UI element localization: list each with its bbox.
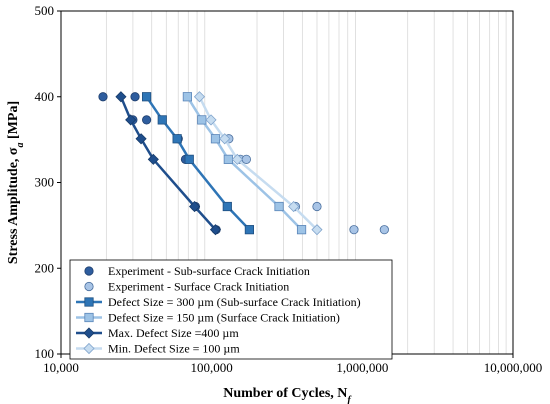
legend-label: Min. Defect Size = 100 µm [108, 342, 240, 356]
data-point [210, 134, 221, 144]
x-tick-label: 1,000,000 [336, 360, 388, 375]
legend: Experiment - Sub-surface Crack Initiatio… [69, 259, 393, 360]
data-point [188, 200, 201, 213]
y-axis-title-unit: [MPa] [6, 101, 21, 143]
data-point [172, 134, 182, 144]
data-point [219, 133, 231, 145]
x-axis-title: Number of Cycles, Nf [223, 386, 352, 404]
data-point [182, 92, 192, 102]
x-tick-label: 10,000,000 [484, 360, 543, 375]
legend-marker [84, 312, 94, 323]
data-point [274, 201, 284, 212]
data-point [222, 201, 232, 212]
y-axis-ticks: 100 200 300 400 500 [35, 3, 61, 361]
legend-item: Max. Defect Size =400 µm [76, 326, 239, 340]
legend-label: Max. Defect Size =400 µm [108, 326, 239, 340]
data-point [205, 114, 217, 126]
data-point [135, 133, 147, 145]
legend-item: Defect Size = 150 µm (Surface Crack Init… [76, 311, 340, 325]
legend-box [69, 259, 393, 360]
data-point [197, 115, 207, 125]
legend-marker [84, 266, 94, 276]
legend-item: Defect Size = 300 µm (Sub-surface Crack … [76, 295, 361, 309]
legend-label: Experiment - Surface Crack Initiation [108, 280, 289, 294]
y-tick-label: 400 [35, 89, 55, 104]
legend-marker [84, 281, 94, 292]
y-tick-label: 100 [35, 346, 55, 361]
y-tick-label: 200 [35, 260, 55, 275]
x-axis-title-sub: f [347, 395, 352, 404]
data-point [209, 224, 222, 236]
legend-marker [84, 297, 94, 307]
y-tick-label: 300 [35, 175, 55, 190]
series-3 [182, 92, 307, 235]
data-point [244, 225, 254, 235]
data-point [142, 115, 152, 125]
data-point [115, 91, 127, 103]
legend-label: Defect Size = 150 µm (Surface Crack Init… [108, 311, 340, 325]
legend-item: Experiment - Surface Crack Initiation [84, 280, 289, 294]
y-tick-label: 500 [35, 3, 55, 18]
series-5 [193, 91, 323, 236]
data-point [193, 91, 206, 103]
x-tick-label: 10,000 [43, 360, 79, 375]
data-point [296, 225, 307, 235]
x-axis-ticks: 10,000 100,000 1,000,000 10,000,000 [43, 354, 542, 375]
data-point [241, 154, 251, 164]
legend-label: Defect Size = 300 µm (Sub-surface Crack … [108, 295, 361, 309]
data-point [98, 92, 108, 102]
data-point [142, 92, 152, 102]
legend-item: Experiment - Sub-surface Crack Initiatio… [84, 264, 310, 278]
data-point [288, 200, 300, 213]
data-point [223, 154, 233, 164]
data-point [311, 224, 323, 236]
series-2 [142, 92, 254, 235]
legend-marker [83, 342, 95, 355]
series-line [198, 96, 318, 231]
y-axis-title: Stress Amplitude, σa [MPa] [6, 101, 26, 264]
data-point [184, 154, 194, 164]
x-axis-title-main: Number of Cycles, N [223, 386, 347, 401]
data-point [379, 225, 389, 235]
series-4 [115, 91, 222, 236]
legend-marker [83, 327, 95, 339]
y-axis-title-sub: a [15, 142, 26, 147]
data-point [157, 115, 167, 125]
data-point [231, 153, 243, 165]
data-point [130, 92, 140, 102]
data-point [349, 225, 359, 235]
legend-item: Min. Defect Size = 100 µm [76, 342, 240, 356]
y-axis-title-main: Stress Amplitude, σ [6, 147, 21, 264]
data-point [147, 153, 159, 165]
series-layer [98, 91, 389, 236]
legend-label: Experiment - Sub-surface Crack Initiatio… [108, 264, 310, 278]
x-tick-label: 100,000 [191, 360, 233, 375]
data-point [312, 201, 322, 212]
data-point [125, 114, 137, 126]
